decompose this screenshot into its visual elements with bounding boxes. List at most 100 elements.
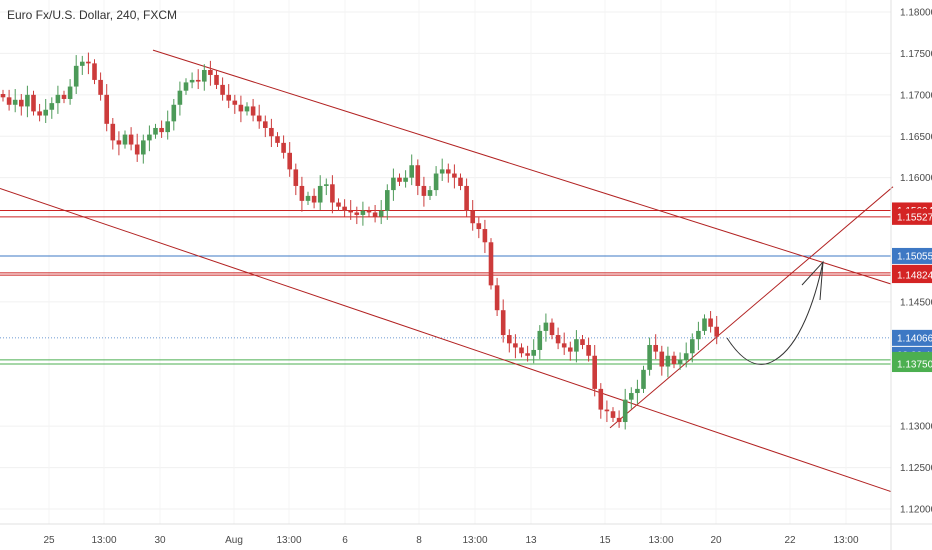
candle-body	[269, 127, 274, 137]
candle-body	[677, 359, 683, 365]
horizontal-levels	[0, 209, 891, 365]
candle-body	[92, 63, 97, 80]
x-tick-label: Aug	[225, 535, 243, 546]
candle-body	[659, 351, 665, 367]
candle-body	[86, 61, 91, 64]
candle-body	[299, 185, 305, 201]
candle-body	[366, 210, 372, 213]
grid	[0, 0, 891, 524]
candle-body	[208, 69, 213, 75]
candle-body	[281, 142, 286, 153]
candle-body	[653, 344, 658, 352]
candle-body	[25, 94, 30, 107]
price-badge	[892, 329, 932, 346]
candle-body	[574, 339, 579, 352]
candle-body	[433, 173, 439, 191]
candle-body	[12, 99, 18, 105]
candle-body	[37, 111, 42, 116]
candle-body	[244, 106, 250, 112]
candle-body	[342, 206, 347, 211]
candle-body	[354, 212, 360, 215]
candle-body	[616, 417, 622, 423]
candle-body	[250, 106, 256, 116]
candle-body	[98, 79, 103, 95]
candle-body	[604, 409, 610, 412]
candle-body	[421, 185, 427, 196]
candle-body	[177, 90, 183, 105]
candle-body	[305, 195, 311, 201]
x-tick-label: 13:00	[276, 535, 301, 546]
price-axis: 1.18000 1.17500 1.17000 1.16500 1.16000 1.145…	[900, 8, 932, 516]
price-badge-label: 1.14066	[897, 333, 932, 344]
price-badge	[892, 247, 932, 264]
candle-body	[122, 134, 128, 145]
x-tick-label: 13:00	[648, 535, 673, 546]
y-tick-label: 1.13000	[900, 422, 932, 433]
candle-body	[561, 343, 567, 348]
candle-body	[446, 169, 451, 174]
candle-body	[116, 140, 122, 145]
price-badge-label: 1.15527	[897, 212, 932, 223]
candle-body	[494, 285, 500, 311]
candle-body	[702, 318, 707, 331]
candle-body	[714, 326, 719, 337]
candle-body	[531, 349, 536, 356]
candle-body	[403, 177, 408, 182]
trendline[interactable]	[152, 49, 892, 285]
price-badge-label: 1.14824	[897, 271, 932, 282]
projection-arrowhead	[801, 260, 824, 301]
candle-body	[671, 355, 677, 365]
candle-body	[195, 79, 201, 82]
candle-body	[202, 69, 207, 82]
candle-body	[439, 169, 445, 174]
candle-body	[500, 310, 506, 336]
candle-body	[67, 86, 73, 99]
x-tick-label: 6	[342, 535, 348, 546]
candle-body	[452, 173, 457, 178]
candle-body	[55, 94, 61, 104]
candle-body	[317, 185, 323, 203]
candle-body	[470, 210, 475, 224]
candle-body	[683, 353, 689, 360]
candle-body	[183, 82, 189, 91]
y-tick-label: 1.12500	[900, 463, 932, 474]
x-tick-label: 8	[416, 535, 422, 546]
y-tick-label: 1.14500	[900, 297, 932, 308]
candle-body	[519, 347, 524, 354]
candle-body	[287, 152, 292, 170]
candle-body	[336, 202, 341, 207]
candle-body	[592, 355, 597, 389]
candle-body	[43, 109, 48, 116]
price-badges: 1.156041.155271.150551.148511.148241.140…	[892, 202, 932, 373]
candle-body	[220, 84, 225, 95]
candle-body	[348, 210, 353, 213]
candle-body	[61, 94, 67, 99]
candle-body	[360, 210, 366, 215]
candle-body	[232, 100, 238, 105]
x-tick-label: 13:00	[91, 535, 116, 546]
trendline[interactable]	[0, 187, 892, 493]
candle-body	[293, 169, 299, 186]
chart-title: Euro Fx/U.S. Dollar, 240, FXCM	[7, 8, 177, 22]
x-tick-label: 13:00	[833, 535, 858, 546]
candle-body	[409, 165, 414, 178]
candle-body	[482, 229, 488, 243]
candle-body	[49, 103, 55, 110]
candle-body	[586, 344, 591, 356]
x-tick-label: 20	[710, 535, 722, 546]
candle-body	[397, 177, 402, 182]
candle-body	[330, 184, 335, 203]
price-badge	[892, 208, 932, 225]
y-tick-label: 1.16000	[900, 173, 932, 184]
trendline[interactable]	[609, 186, 894, 429]
candle-body	[391, 177, 396, 191]
price-badge	[892, 356, 932, 373]
candle-body	[665, 355, 671, 367]
candle-body	[476, 223, 482, 230]
candle-body	[171, 104, 177, 122]
y-tick-label: 1.12000	[900, 505, 932, 516]
candle-body	[80, 61, 85, 66]
candle-body	[159, 127, 164, 133]
candle-body	[226, 94, 231, 101]
